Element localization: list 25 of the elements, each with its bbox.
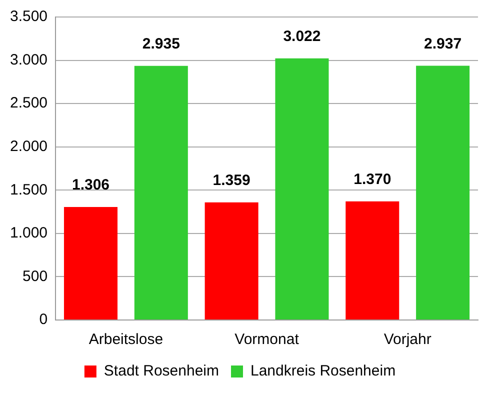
data-label: 1.306 bbox=[72, 176, 110, 194]
x-tick-label: Arbeitslose bbox=[88, 331, 164, 348]
bar bbox=[416, 66, 470, 320]
data-label: 2.937 bbox=[424, 35, 462, 52]
legend-label: Landkreis Rosenheim bbox=[250, 362, 396, 380]
y-tick-label: 500 bbox=[22, 268, 48, 285]
bar bbox=[275, 58, 329, 320]
data-label: 1.370 bbox=[354, 171, 392, 188]
y-tick-label: 2.000 bbox=[10, 138, 48, 155]
legend-label: Stadt Rosenheim bbox=[104, 362, 220, 380]
y-tick-label: 1.500 bbox=[10, 181, 48, 198]
y-tick-label: 3.500 bbox=[10, 8, 48, 26]
y-tick-label: 3.000 bbox=[10, 51, 48, 68]
x-tick-label: Vormonat bbox=[234, 331, 300, 348]
y-tick-label: 0 bbox=[39, 311, 48, 328]
x-tick-label: Vorjahr bbox=[384, 331, 432, 348]
y-tick-label: 2.500 bbox=[10, 94, 48, 112]
bar bbox=[204, 202, 258, 320]
y-tick-label: 1.000 bbox=[10, 224, 48, 242]
data-label: 1.359 bbox=[212, 172, 250, 189]
data-label: 2.935 bbox=[142, 36, 180, 53]
bar bbox=[64, 206, 118, 320]
data-label: 3.022 bbox=[283, 28, 321, 46]
bar bbox=[134, 66, 188, 320]
bar bbox=[346, 201, 400, 320]
